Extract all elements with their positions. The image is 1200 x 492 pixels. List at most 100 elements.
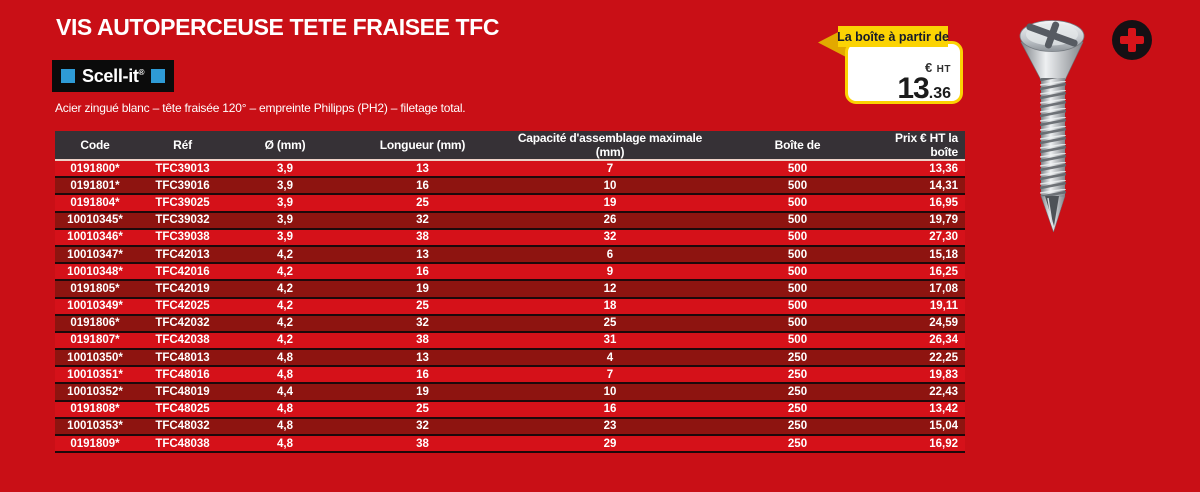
table-cell: 4,4 (230, 382, 340, 401)
table-row: 0191805* TFC42019 4,2 19 12 500 17,08 (55, 279, 965, 298)
table-cell: 19 (340, 382, 505, 401)
table-cell: 0191804* (55, 193, 135, 212)
table-cell: 38 (340, 227, 505, 246)
table-row: 10010349* TFC42025 4,2 25 18 500 19,11 (55, 296, 965, 315)
table-cell: 4,2 (230, 330, 340, 350)
table-body: 0191800* TFC39013 3,9 13 7 500 13,36 0191801* TF… (55, 160, 965, 454)
table-cell: TFC48025 (135, 399, 230, 418)
table-cell: 13 (340, 348, 505, 367)
table-cell: 18 (505, 296, 715, 315)
column-header: Ø (mm) (230, 131, 340, 161)
table-cell: 3,9 (230, 210, 340, 229)
table-cell: 25 (340, 296, 505, 315)
table-cell: 10010352* (55, 382, 135, 401)
table-cell: 27,30 (880, 227, 965, 246)
table-cell: TFC48016 (135, 365, 230, 384)
table-cell: 13 (340, 244, 505, 264)
table-row: 0191800* TFC39013 3,9 13 7 500 13,36 (55, 160, 965, 178)
column-header: Réf (135, 131, 230, 161)
table-cell: 16 (340, 176, 505, 195)
table-cell: 10010348* (55, 262, 135, 281)
table-cell: 6 (505, 244, 715, 264)
table-cell: 4,2 (230, 244, 340, 264)
table-cell: 250 (715, 416, 880, 435)
table-cell: 13 (416, 162, 429, 175)
table-cell: 500 (715, 227, 880, 246)
table-cell: TFC48038 (135, 433, 230, 454)
table-row: 0191804* TFC39025 3,9 25 19 500 16,95 (55, 193, 965, 212)
table-cell: 32 (340, 210, 505, 229)
column-header: Capacité d'assemblage maximale (mm) (505, 131, 715, 161)
table-cell: TFC39013 (155, 162, 210, 175)
table-cell: 500 (715, 244, 880, 264)
table-cell: 500 (715, 313, 880, 332)
brand-logo: Scell-it® (52, 60, 175, 92)
table-cell: 26 (505, 210, 715, 229)
table-cell: 38 (340, 433, 505, 454)
table-cell: 10010353* (55, 416, 135, 435)
page-title: VIS AUTOPERCEUSE TETE FRAISEE TFC (56, 14, 500, 40)
table-cell: 32 (505, 227, 715, 246)
table-row: 10010353* TFC48032 4,8 32 23 250 15,04 (55, 416, 965, 435)
column-header: Longueur (mm) (340, 131, 505, 161)
table-cell: 32 (340, 416, 505, 435)
registered-mark: ® (138, 67, 145, 77)
currency-symbol: € (924, 60, 933, 75)
table-cell: 29 (505, 433, 715, 454)
table-cell: 500 (787, 162, 808, 175)
price-badge-label: La boîte à partir de (837, 26, 949, 47)
table-cell: TFC39032 (135, 210, 230, 229)
table-row: 10010351* TFC48016 4,8 16 7 250 19,83 (55, 365, 965, 384)
table-cell: 10010350* (55, 348, 135, 367)
column-header: Boîte de (715, 131, 880, 161)
table-row: 0191808* TFC48025 4,8 25 16 250 13,42 (55, 399, 965, 418)
table-cell: TFC48019 (135, 382, 230, 401)
table-cell: 4,8 (230, 416, 340, 435)
table-cell: TFC42016 (135, 262, 230, 281)
table-row: 10010347* TFC42013 4,2 13 6 500 15,18 (55, 244, 965, 264)
table-cell: 16 (340, 365, 505, 384)
column-header: Prix € HT la boîte (880, 131, 965, 161)
table-cell: 500 (715, 193, 880, 212)
add-product-button[interactable] (1112, 20, 1152, 60)
table-row: 10010350* TFC48013 4,8 13 4 250 22,25 (55, 348, 965, 367)
product-description: Acier zingué blanc – tête fraisée 120° –… (55, 101, 466, 115)
table-cell: 31 (505, 330, 715, 350)
tax-label: HT (936, 64, 951, 75)
table-cell: 0191807* (55, 330, 135, 350)
table-cell: 19,79 (880, 210, 965, 229)
table-cell: 500 (715, 296, 880, 315)
table-row: 0191807* TFC42038 4,2 38 31 500 26,34 (55, 330, 965, 350)
product-spec-table: Code Réf Ø (mm) Longueur (mm) Capacité d'ass… (55, 131, 965, 454)
table-cell: 16,95 (880, 193, 965, 212)
table-cell: 12 (505, 279, 715, 298)
brand-name: Scell-it® (82, 65, 145, 86)
table-cell: 19,83 (880, 365, 965, 384)
table-cell: 250 (715, 348, 880, 367)
table-cell: 250 (715, 365, 880, 384)
table-cell: 25 (340, 193, 505, 212)
table-cell: 16 (340, 262, 505, 281)
table-cell: TFC42032 (135, 313, 230, 332)
table-row: 10010352* TFC48019 4,4 19 10 250 22,43 (55, 382, 965, 401)
table-row: 0191806* TFC42032 4,2 32 25 500 24,59 (55, 313, 965, 332)
table-cell: 0191801* (55, 176, 135, 195)
table-cell: 4 (505, 348, 715, 367)
table-cell: TFC39025 (135, 193, 230, 212)
table-cell: 250 (715, 399, 880, 418)
table-cell: 19 (340, 279, 505, 298)
table-cell: 26,34 (880, 330, 965, 350)
table-row: 10010348* TFC42016 4,2 16 9 500 16,25 (55, 262, 965, 281)
table-cell: TFC48032 (135, 416, 230, 435)
table-cell: 38 (340, 330, 505, 350)
table-cell: 7 (505, 365, 715, 384)
table-row: 0191801* TFC39016 3,9 16 10 500 14,31 (55, 176, 965, 195)
price-value: 13.36 (897, 72, 951, 105)
table-cell: 32 (340, 313, 505, 332)
table-cell: TFC42019 (135, 279, 230, 298)
table-cell: 500 (715, 330, 880, 350)
table-cell: 7 (606, 162, 614, 175)
table-cell: 4,2 (230, 262, 340, 281)
table-cell: 0191800* (70, 162, 120, 175)
brand-square-left-icon (61, 69, 75, 83)
